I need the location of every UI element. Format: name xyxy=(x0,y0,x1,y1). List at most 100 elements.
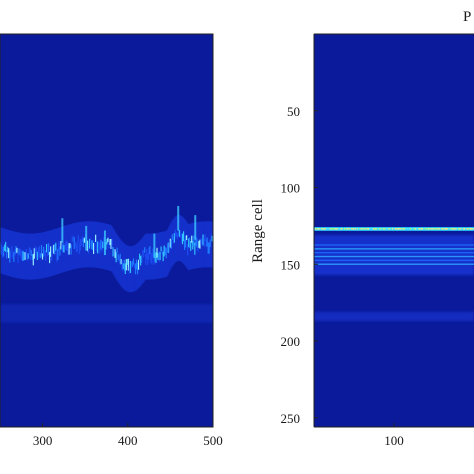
left-echo-cell xyxy=(60,240,62,250)
left-echo-cell xyxy=(13,251,15,262)
right-echo-line-cell xyxy=(393,228,395,230)
left-echo-cell xyxy=(184,239,186,250)
left-echo-cell xyxy=(22,251,24,261)
right-echo-line-cell xyxy=(350,228,351,230)
left-echo-cell xyxy=(207,242,209,254)
left-echo-cell xyxy=(86,240,89,252)
right-echo-line-cell xyxy=(419,228,421,230)
left-echo-cell xyxy=(191,235,193,243)
right-echo-line-cell xyxy=(432,228,434,230)
left-halo-cell xyxy=(60,226,62,274)
left-halo-cell xyxy=(95,221,97,268)
left-echo-cell xyxy=(33,248,36,259)
right-band-stripe-3 xyxy=(314,255,474,258)
left-halo-cell xyxy=(210,221,213,268)
left-echo-cell xyxy=(174,229,177,238)
left-echo-cell xyxy=(90,240,93,250)
right-echo-line-cell xyxy=(363,228,365,230)
left-echo-cell xyxy=(25,248,27,259)
left-echo-cell xyxy=(180,233,183,243)
left-echo-cell xyxy=(108,243,110,248)
right-echo-line-cell xyxy=(401,228,403,230)
right-faint-band xyxy=(314,311,474,322)
right-band-stripe-4 xyxy=(314,259,474,262)
left-echo-cell xyxy=(40,244,43,257)
right-echo-line-cell xyxy=(376,228,378,230)
left-echo-cell xyxy=(120,259,122,265)
right-echo-line-cell xyxy=(400,228,402,230)
left-halo-cell xyxy=(11,230,13,277)
right-echo-line-cell xyxy=(390,228,392,230)
left-echo-cell xyxy=(146,248,148,260)
left-echo-cell xyxy=(73,237,75,250)
left-echo-cell xyxy=(62,243,64,253)
right-echo-line-cell xyxy=(378,228,380,230)
left-echo-cell xyxy=(192,240,194,250)
left-echo-cell xyxy=(175,232,178,238)
left-halo-cell xyxy=(109,224,111,271)
right-echo-line-cell xyxy=(461,228,463,230)
left-x-ticks: 300 400 500 xyxy=(33,423,223,448)
left-echo-cell xyxy=(77,235,80,243)
left-halo-cell xyxy=(171,219,174,267)
left-echo-cell xyxy=(82,238,85,248)
right-echo-line-cell xyxy=(334,228,336,230)
left-halo-cell xyxy=(7,229,9,276)
left-halo-cell xyxy=(211,221,213,268)
left-echo-cell xyxy=(107,237,109,243)
left-echo-cell xyxy=(123,259,126,271)
left-echo-cell xyxy=(68,242,70,255)
left-echo-cell xyxy=(0,242,2,255)
right-echo-line-cell xyxy=(382,228,384,230)
right-echo-line-cell xyxy=(422,228,423,230)
right-echo-line-cell xyxy=(418,228,420,230)
left-echo-cell xyxy=(197,240,199,252)
left-echo-cell xyxy=(72,235,74,241)
left-echo-cell xyxy=(204,234,206,242)
left-echo-cell xyxy=(97,241,99,254)
right-echo-line-cell xyxy=(326,228,327,230)
left-echo-cell xyxy=(170,239,173,249)
left-echo-cell xyxy=(36,251,39,261)
left-halo-cell xyxy=(34,233,37,280)
right-echo-line-cell xyxy=(470,228,471,230)
right-echo-line-cell xyxy=(394,228,396,230)
left-echo-cell xyxy=(159,251,161,261)
left-echo-cell xyxy=(161,249,163,255)
right-echo-line-cell xyxy=(456,228,458,230)
right-echo-line-cell xyxy=(368,228,369,230)
left-halo-cell xyxy=(52,229,54,276)
left-echo-cell xyxy=(208,242,210,254)
left-echo-cell xyxy=(64,242,66,250)
left-echo-cell xyxy=(111,238,113,249)
left-echo-cell xyxy=(3,246,5,257)
left-halo-cell xyxy=(46,231,48,278)
left-echo-cell xyxy=(100,239,102,250)
left-echo-cell xyxy=(168,242,170,253)
right-echo-line-cell xyxy=(370,228,372,230)
left-echo-cell xyxy=(66,241,68,251)
right-echo-line-cell xyxy=(383,228,385,230)
left-echo-cell xyxy=(129,261,132,273)
left-echo-cell xyxy=(117,254,119,261)
right-echo-line-cell xyxy=(462,228,464,230)
left-echo-cell xyxy=(162,251,164,262)
left-echo-cell xyxy=(183,231,185,242)
left-halo-cell xyxy=(131,245,134,292)
left-echo-cell xyxy=(153,253,155,265)
left-echo-cell xyxy=(37,247,40,259)
left-echo-cell xyxy=(79,238,82,251)
right-echo-line-cell xyxy=(464,228,465,230)
right-echo-line-cell xyxy=(395,228,397,230)
right-echo-line-cell xyxy=(320,228,321,230)
right-x-tick-label-0: 100 xyxy=(384,433,404,448)
right-echo-line-cell xyxy=(399,228,401,230)
left-echo-cell xyxy=(145,253,147,265)
left-echo-cell xyxy=(187,244,189,256)
left-halo-cell xyxy=(132,245,135,292)
right-echo-line-cell xyxy=(412,228,414,230)
left-echo-cell xyxy=(164,246,166,256)
left-echo-cell xyxy=(124,263,127,275)
left-echo-cell xyxy=(113,248,115,256)
